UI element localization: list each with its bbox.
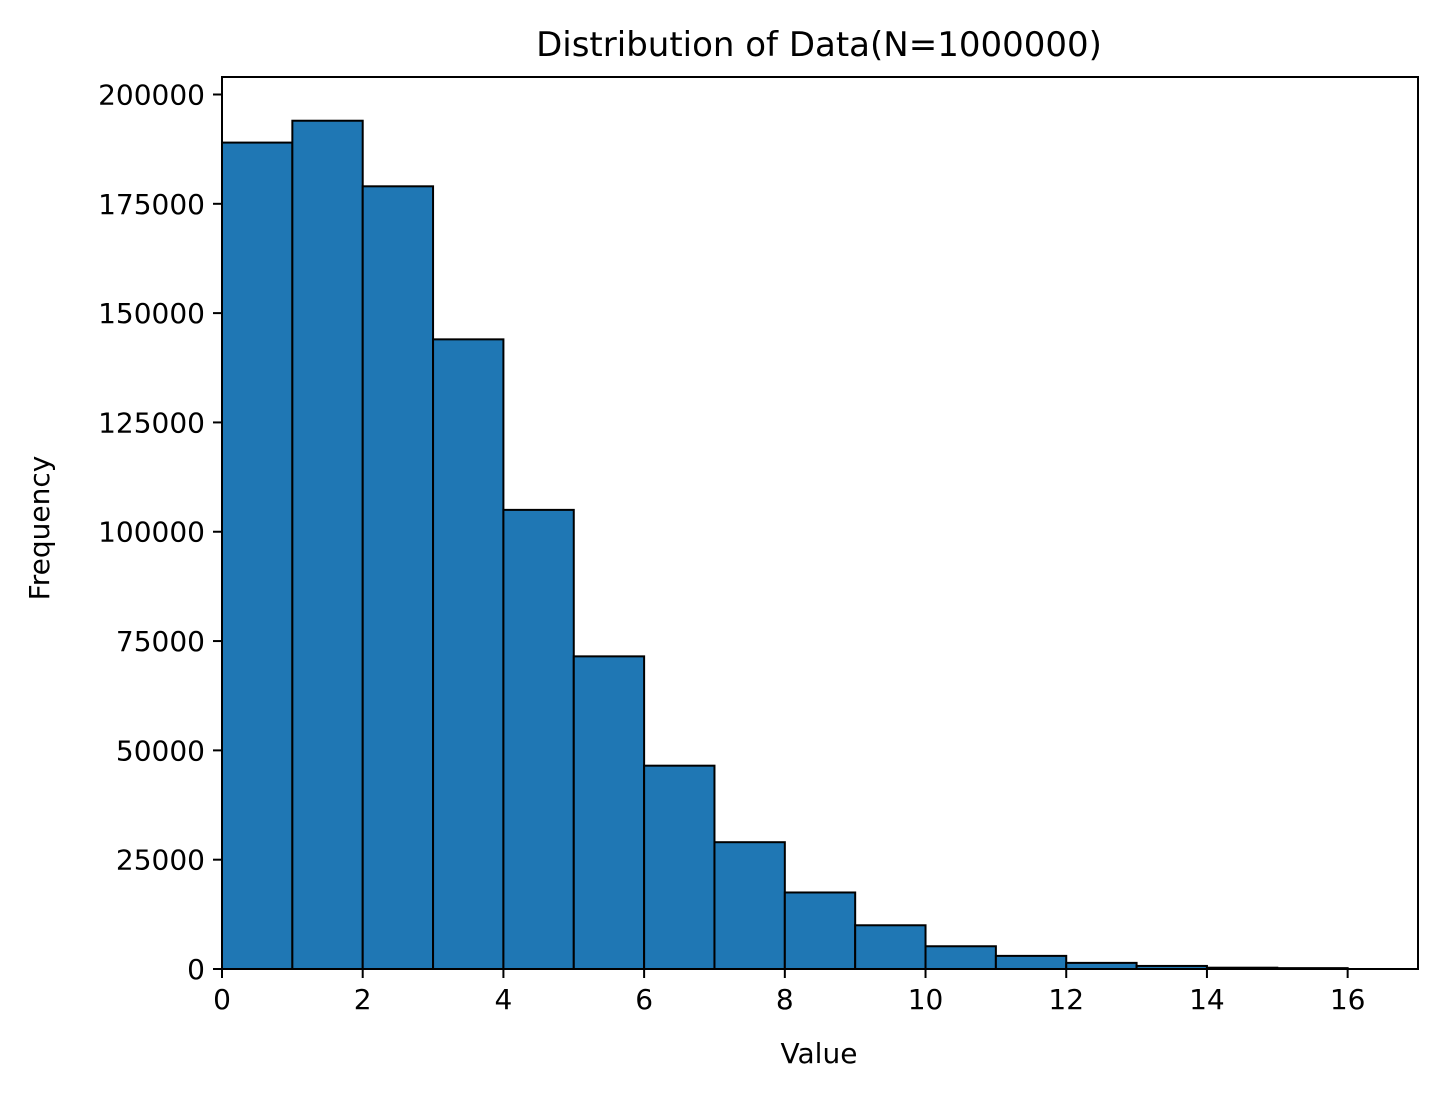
y-tick-label: 0 — [187, 953, 205, 986]
y-tick-label: 75000 — [116, 625, 205, 658]
y-tick-label: 100000 — [98, 516, 205, 549]
histogram-bar — [713, 841, 786, 971]
y-tick-label: 50000 — [116, 734, 205, 767]
plot-frame — [221, 76, 1419, 970]
y-tick-label: 200000 — [98, 78, 205, 111]
chart-title: Distribution of Data(N=1000000) — [536, 25, 1102, 65]
histogram-bar — [924, 945, 997, 971]
x-tick-label: 8 — [776, 983, 794, 1016]
x-tick-label: 0 — [213, 983, 231, 1016]
histogram-bar — [361, 185, 435, 970]
y-tick-label: 150000 — [98, 297, 205, 330]
histogram-bar — [291, 119, 364, 971]
histogram-bar — [432, 338, 505, 970]
x-tick-label: 4 — [494, 983, 512, 1016]
histogram-bar — [994, 954, 1068, 970]
histogram-bar — [643, 764, 716, 970]
y-tick-label: 125000 — [98, 406, 205, 439]
y-tick-label: 175000 — [98, 188, 205, 221]
histogram-bar — [783, 891, 857, 971]
x-tick-label: 16 — [1330, 983, 1366, 1016]
y-tick-label: 25000 — [116, 844, 205, 877]
histogram-bar — [221, 141, 294, 970]
histogram-bar — [572, 655, 646, 970]
x-axis-label: Value — [781, 1037, 858, 1070]
x-tick-label: 2 — [354, 983, 372, 1016]
x-tick-label: 14 — [1189, 983, 1225, 1016]
bars-group — [221, 119, 1349, 971]
x-tick-label: 10 — [908, 983, 944, 1016]
x-axis-ticks: 0 2 4 6 8 10 12 14 16 — [213, 969, 1365, 1016]
x-tick-label: 6 — [635, 983, 653, 1016]
x-tick-label: 12 — [1048, 983, 1084, 1016]
histogram-bar — [502, 508, 575, 970]
y-axis-ticks: 0 25000 50000 75000 100000 125000 150000 175000… — [98, 78, 222, 986]
y-axis-label: Frequency — [23, 456, 56, 601]
histogram-bar — [854, 924, 927, 971]
